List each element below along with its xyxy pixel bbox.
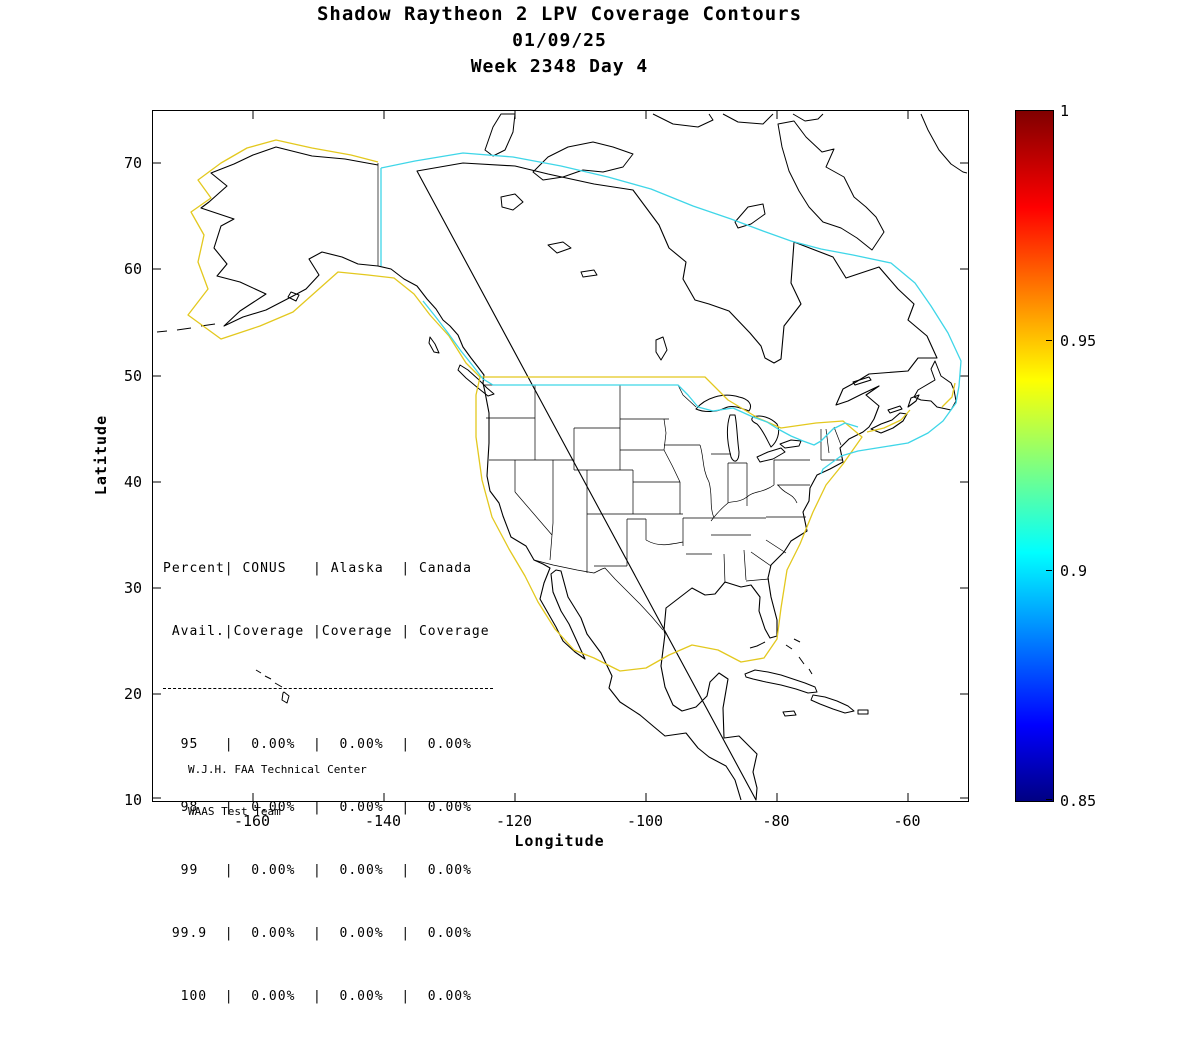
- coverage-table-header-2: Avail.|Coverage |Coverage | Coverage: [163, 624, 490, 639]
- coverage-table-divider: [163, 688, 493, 689]
- credits-line-1: W.J.H. FAA Technical Center: [188, 763, 367, 776]
- x-tick-label: -160: [233, 812, 271, 830]
- figure-week-day: Week 2348 Day 4: [470, 56, 649, 77]
- colorbar-tick: [1046, 799, 1052, 800]
- colorbar-tick: [1046, 110, 1052, 111]
- y-tick-label: 30: [123, 579, 142, 597]
- contour-level-095: [187, 139, 956, 672]
- colorbar-tick-label: 0.9: [1060, 562, 1088, 580]
- y-tick-label: 20: [123, 685, 142, 703]
- y-axis-label: Latitude: [92, 414, 110, 496]
- x-tick-label: -120: [495, 812, 533, 830]
- credits-line-2: WAAS Test Team: [188, 805, 281, 818]
- y-tick-label: 70: [123, 154, 142, 172]
- figure-date: 01/09/25: [512, 30, 607, 51]
- figure-title: Shadow Raytheon 2 LPV Coverage Contours: [316, 3, 803, 25]
- contour-level-090: [380, 152, 962, 475]
- plot-area: [152, 110, 969, 802]
- colorbar-tick-label: 0.85: [1060, 792, 1097, 810]
- islands-and-lakes: [156, 113, 968, 717]
- x-tick-label: -140: [364, 812, 402, 830]
- y-tick-label: 40: [123, 473, 142, 491]
- y-tick-label: 10: [123, 791, 142, 809]
- coverage-table-row: 98 | 0.00% | 0.00% | 0.00%: [163, 800, 472, 815]
- matlab-figure: Shadow Raytheon 2 LPV Coverage Contours …: [92, 3, 1097, 1004]
- colorbar-tick-label: 1: [1060, 102, 1070, 120]
- map-svg: [153, 111, 968, 801]
- colorbar: [1015, 110, 1054, 802]
- coverage-table-row: 99.9 | 0.00% | 0.00% | 0.00%: [163, 926, 472, 941]
- coverage-table-row: 95 | 0.00% | 0.00% | 0.00%: [163, 737, 472, 752]
- y-tick-label: 50: [123, 367, 142, 385]
- coverage-table-row: 100 | 0.00% | 0.00% | 0.00%: [163, 989, 472, 1004]
- colorbar-tick: [1046, 340, 1052, 341]
- x-tick-label: -80: [762, 812, 790, 830]
- colorbar-tick: [1046, 570, 1052, 571]
- y-tick-label: 60: [123, 260, 142, 278]
- x-tick-label: -100: [626, 812, 664, 830]
- x-tick-label: -60: [893, 812, 921, 830]
- colorbar-tick-label: 0.95: [1060, 332, 1097, 350]
- coverage-table-row: 99 | 0.00% | 0.00% | 0.00%: [163, 863, 472, 878]
- x-axis-label: Longitude: [514, 832, 605, 850]
- coverage-table-header-1: Percent| CONUS | Alaska | Canada: [163, 561, 472, 576]
- credits: W.J.H. FAA Technical Center WAAS Test Te…: [188, 735, 367, 847]
